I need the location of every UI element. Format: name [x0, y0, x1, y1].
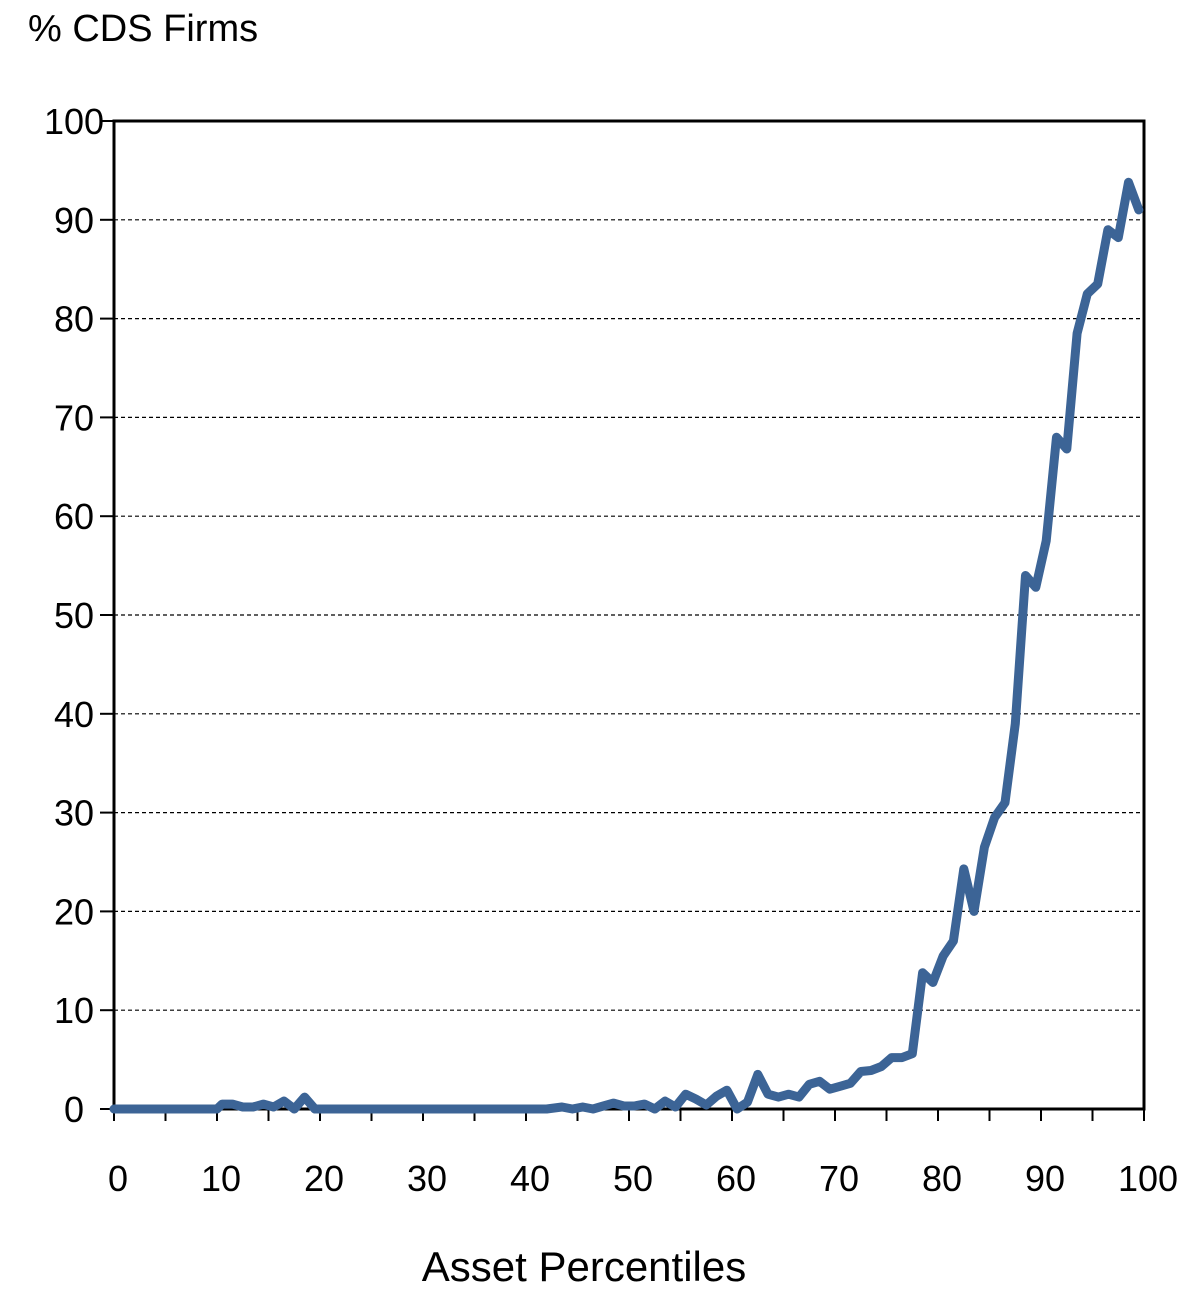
y-tick-label: 50: [54, 595, 94, 636]
gridlines: [114, 219, 1144, 1011]
x-tick-label: 80: [922, 1158, 962, 1199]
y-tick-label: 0: [64, 1089, 84, 1130]
x-tick-label: 90: [1025, 1158, 1065, 1199]
y-axis-title: % CDS Firms: [28, 8, 258, 50]
y-tick-label: 70: [54, 397, 94, 438]
tick-labels: 0 10 20 30 40 50 60 70 80 90 100 0 10 20 30 40 50 60 70 80 9…: [44, 101, 1178, 1199]
y-tick-label: 90: [54, 200, 94, 241]
y-tick-label: 100: [44, 101, 104, 142]
x-tick-label: 40: [510, 1158, 550, 1199]
x-tick-label: 20: [304, 1158, 344, 1199]
y-tick-label: 80: [54, 299, 94, 340]
x-tick-label: 100: [1118, 1158, 1178, 1199]
axis-ticks: [100, 120, 1145, 1121]
y-tick-label: 20: [54, 891, 94, 932]
x-tick-label: 70: [819, 1158, 859, 1199]
y-tick-label: 40: [54, 694, 94, 735]
x-tick-label: 0: [108, 1158, 128, 1199]
x-axis-title: Asset Percentiles: [422, 1243, 746, 1289]
y-tick-label: 60: [54, 496, 94, 537]
x-tick-label: 30: [407, 1158, 447, 1199]
x-tick-label: 50: [613, 1158, 653, 1199]
x-tick-label: 60: [716, 1158, 756, 1199]
y-tick-label: 30: [54, 793, 94, 834]
y-tick-label: 10: [54, 990, 94, 1031]
series-line: [109, 177, 1144, 1114]
x-tick-label: 10: [201, 1158, 241, 1199]
